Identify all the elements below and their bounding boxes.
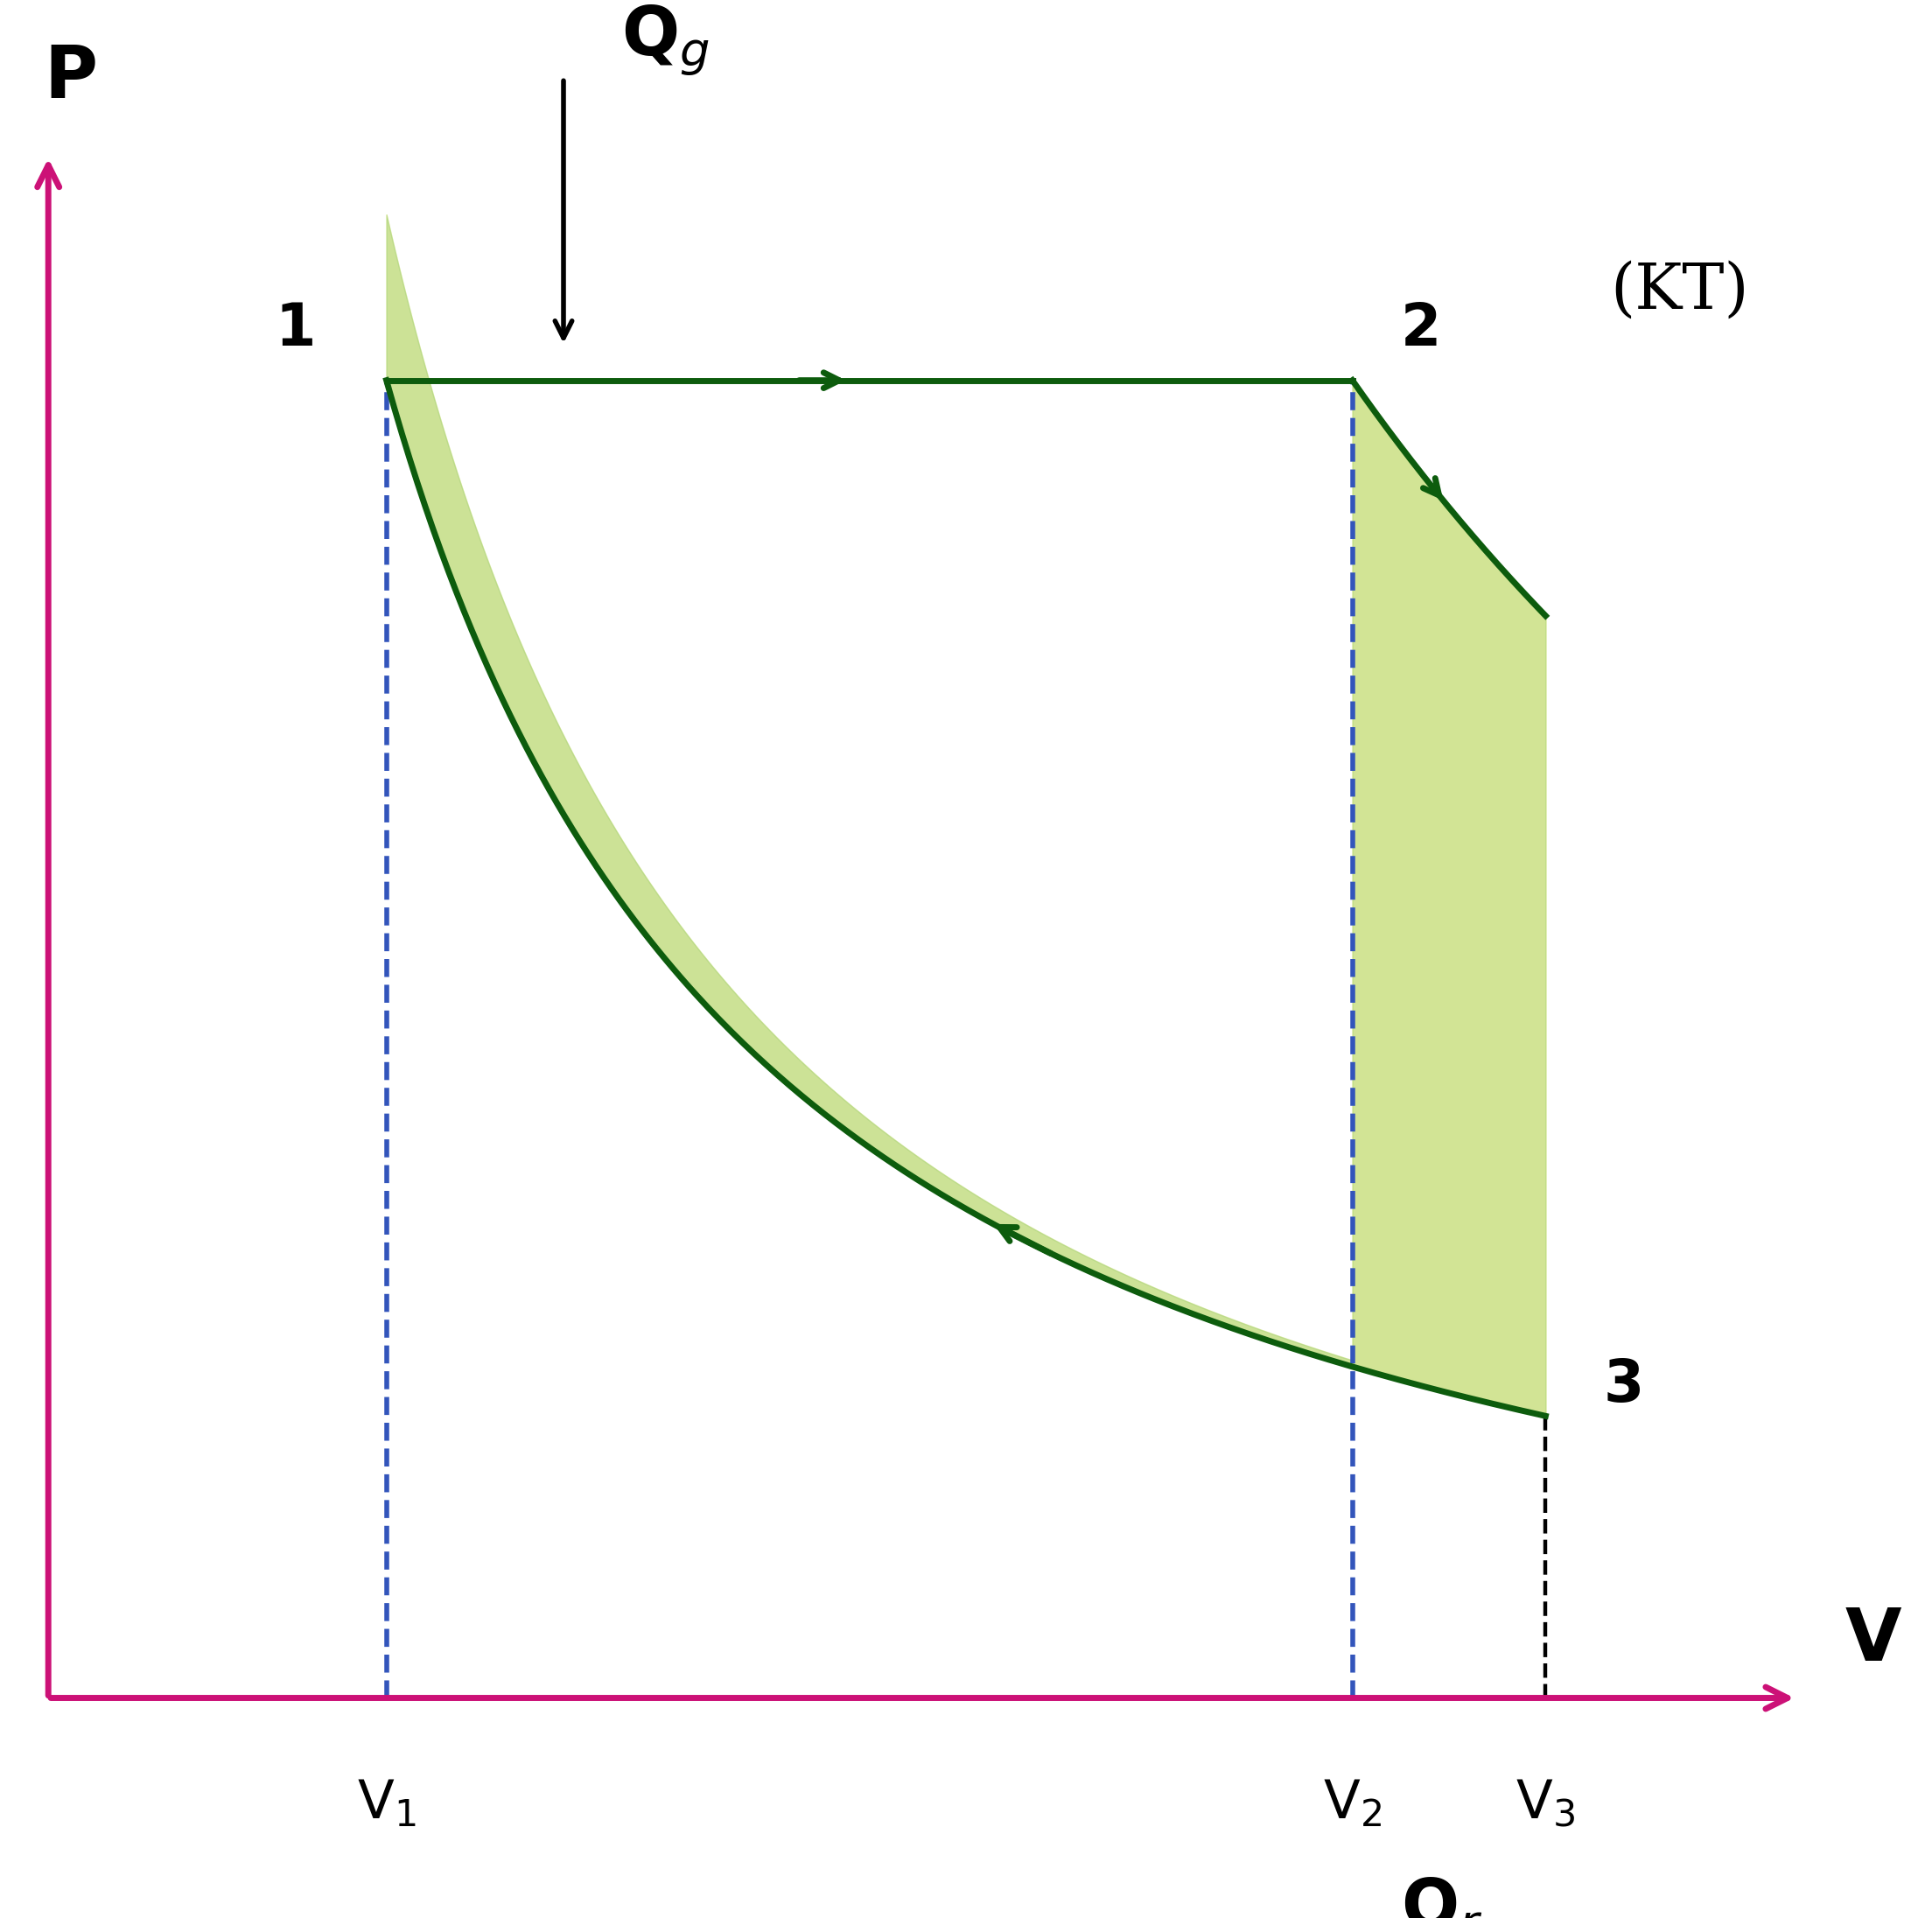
Text: 3: 3 [1604, 1356, 1644, 1414]
Text: V: V [1845, 1605, 1901, 1676]
Text: Q$_r$: Q$_r$ [1401, 1876, 1484, 1918]
Text: (KT): (KT) [1609, 259, 1748, 322]
Text: 2: 2 [1401, 301, 1441, 359]
Text: 1: 1 [274, 301, 315, 359]
Text: V$_1$: V$_1$ [357, 1778, 415, 1830]
Text: V$_3$: V$_3$ [1517, 1778, 1575, 1830]
Text: Q$_g$: Q$_g$ [622, 4, 711, 79]
Text: V$_2$: V$_2$ [1323, 1778, 1381, 1830]
Text: P: P [44, 42, 97, 113]
